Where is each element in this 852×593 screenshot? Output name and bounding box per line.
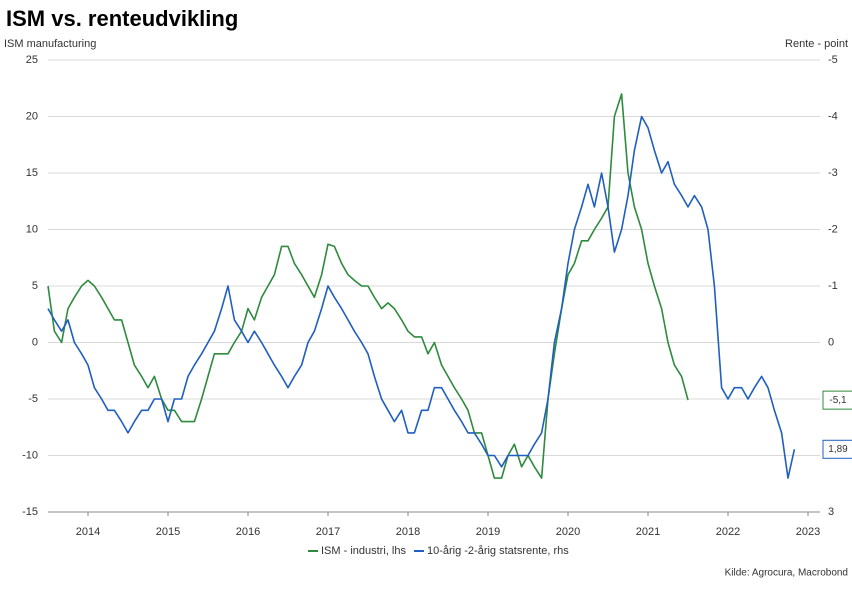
y2-tick-label: 0 (828, 336, 834, 348)
series-line (47, 93, 689, 479)
y-tick-label: 0 (32, 336, 38, 348)
y2-tick-label: -2 (828, 223, 838, 235)
y2-tick-label: -5 (828, 54, 838, 66)
x-tick-label: 2019 (476, 526, 500, 538)
y-axis-title: ISM manufacturing (4, 38, 96, 50)
y-tick-label: 10 (26, 223, 38, 235)
end-label: -5,1 (829, 395, 847, 406)
x-tick-label: 2014 (76, 526, 100, 538)
x-tick-label: 2022 (716, 526, 740, 538)
y2-tick-label: -3 (828, 167, 838, 179)
x-tick-label: 2021 (636, 526, 660, 538)
source: Kilde: Agrocura, Macrobond (725, 568, 848, 579)
chart-title: ISM vs. renteudvikling (6, 6, 238, 31)
series-line (47, 115, 796, 479)
end-label: 1,89 (828, 444, 848, 455)
x-tick-label: 2018 (396, 526, 420, 538)
y2-tick-label: -1 (828, 280, 838, 292)
x-tick-label: 2016 (236, 526, 260, 538)
y-tick-label: 25 (26, 54, 38, 66)
y2-axis-title: Rente - point (785, 38, 848, 50)
x-tick-label: 2017 (316, 526, 340, 538)
y-tick-label: -10 (22, 449, 38, 461)
legend-label: ISM - industri, lhs (321, 545, 406, 557)
y-tick-label: 5 (32, 280, 38, 292)
y-tick-label: 20 (26, 110, 38, 122)
y2-tick-label: 3 (828, 506, 834, 518)
x-tick-label: 2015 (156, 526, 180, 538)
x-tick-label: 2023 (796, 526, 820, 538)
y-tick-label: -15 (22, 506, 38, 518)
x-tick-label: 2020 (556, 526, 580, 538)
y2-tick-label: -4 (828, 110, 838, 122)
y-tick-label: -5 (28, 393, 38, 405)
y-tick-label: 15 (26, 167, 38, 179)
end-label-box (822, 439, 852, 459)
legend-label: 10-årig -2-årig statsrente, rhs (427, 545, 569, 557)
end-label-box (822, 390, 852, 410)
